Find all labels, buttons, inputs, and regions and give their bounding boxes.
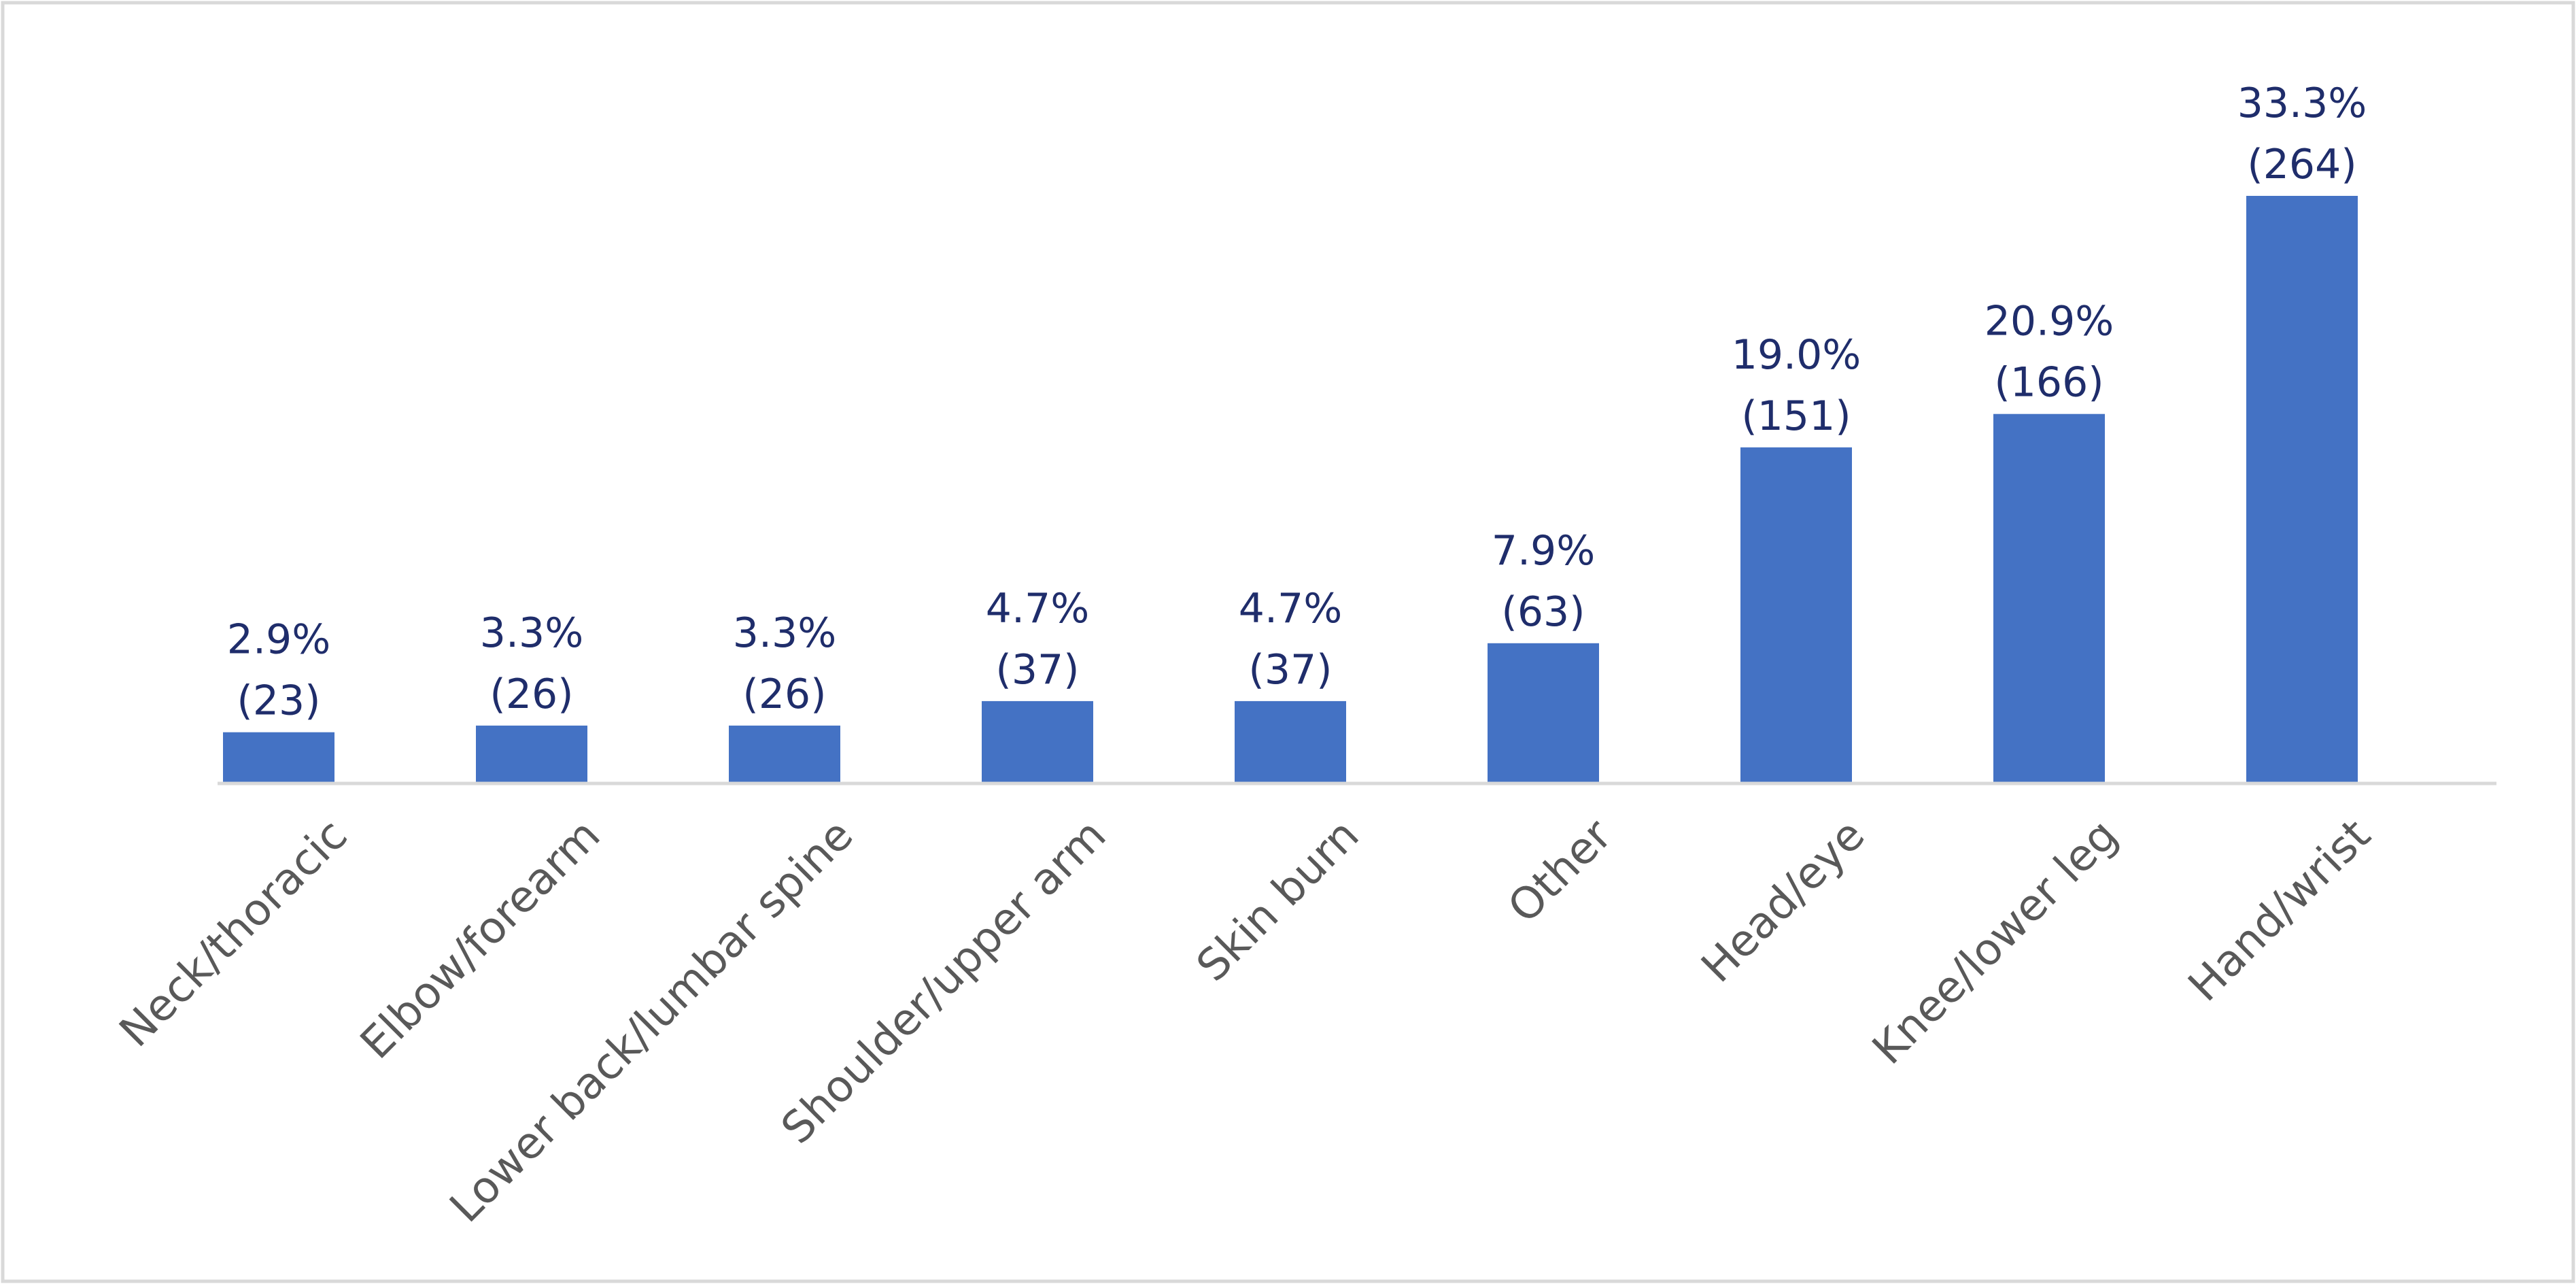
data-label-percent: 7.9% [1492,527,1595,575]
bars-layer [223,196,2358,783]
data-label-percent: 20.9% [1985,298,2114,345]
bar-hand-wrist [2246,196,2358,783]
data-label-count: (26) [742,671,826,718]
data-label-count: (26) [490,671,573,718]
data-label-count: (166) [1994,359,2103,407]
data-label-count: (63) [1501,588,1585,636]
bar-other [1488,643,1599,783]
data-labels-layer: 2.9% (23) 3.3% (26) 3.3% (26) 4.7% (37) 4.7% (37)… [227,80,2367,725]
data-label-count: (264) [2247,141,2356,188]
bar-skin-burn [1235,700,1346,783]
bar-elbow-forearm [476,725,587,783]
bar-lower-back-lumbar-spine [729,725,840,783]
data-label-count: (37) [1248,646,1332,694]
bar-neck-thoracic [223,732,334,783]
data-label-percent: 33.3% [2237,80,2367,127]
data-label-percent: 19.0% [1732,331,1861,379]
data-label-count: (37) [995,646,1079,694]
data-label-percent: 3.3% [733,609,836,657]
bar-head-eye [1740,447,1852,783]
data-label-count: (23) [237,677,320,725]
bar-knee-lower-leg [1993,413,2105,783]
data-label-percent: 3.3% [480,609,583,657]
bar-shoulder-upper-arm [982,700,1093,783]
data-label-percent: 4.7% [986,585,1089,632]
data-label-percent: 2.9% [227,616,330,664]
data-label-percent: 4.7% [1239,585,1342,632]
data-label-count: (151) [1741,392,1851,440]
